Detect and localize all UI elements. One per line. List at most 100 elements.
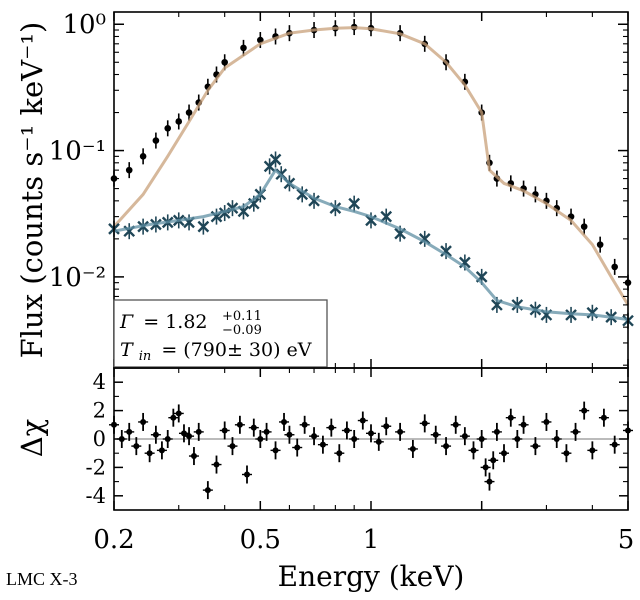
spectrum-panel: 10⁰ 10⁻¹ 10⁻² Flux (counts s⁻¹ keV⁻¹) Γ = … [15,10,634,369]
residual-point [368,430,374,437]
data-point [240,44,247,52]
residual-point [294,444,301,451]
tin-subscript: in [139,349,152,364]
data-point [164,125,172,132]
residual-point [553,436,560,442]
spectrum-y-axis-label: Flux (counts s⁻¹ keV⁻¹) [15,22,49,359]
residual-point [186,433,193,440]
residual-y-tick-labels: 4 2 0 -2 -4 [86,370,106,508]
x-tick-label: 1 [363,525,380,555]
legend-box [113,299,328,368]
data-point [139,153,147,160]
residual-y-tick-label: 4 [93,370,106,394]
residual-point [600,414,607,421]
data-point-x [348,197,361,210]
gamma-value: = 1.82 [143,311,207,333]
residual-point [478,436,485,442]
residual-point [170,414,177,421]
x-tick-label: 0.2 [93,525,134,555]
residual-point [204,487,211,494]
data-point [175,118,183,125]
y-tick-label: 10⁰ [62,10,106,40]
residual-point [375,438,382,445]
residual-point [140,418,147,425]
data-point-x [380,210,393,223]
gamma-annotation: Γ = 1.82 [119,311,208,333]
residual-point [443,443,450,450]
residual-point [514,436,521,442]
residual-point [263,428,270,435]
data-point [221,58,228,66]
data-point-x [440,245,452,257]
residual-point [286,431,293,438]
gamma-lower-error: −0.09 [222,323,262,338]
data-point [185,109,193,116]
residual-point [257,436,264,442]
residual-y-tick-label: 0 [93,427,106,451]
residual-point [520,421,527,428]
tin-annotation: T in = (790± 30) eV [120,339,312,365]
residual-point [581,407,588,414]
y-tick-label: 10⁻² [49,263,106,293]
residual-point [421,420,428,427]
residual-point [146,450,153,457]
residual-point [319,441,326,448]
residual-point [301,421,308,428]
figure-source-label: LMC X-3 [6,569,78,589]
residual-point [532,443,539,450]
data-point [611,263,618,271]
residual-point [180,430,187,437]
residual-point [272,447,279,454]
residual-point [486,478,493,485]
data-point [580,223,588,230]
residual-point [572,428,579,435]
residual-point [589,447,596,454]
residual-point [190,453,197,460]
residual-point [461,433,468,440]
residual-point [328,424,335,431]
data-point [125,166,133,174]
fit-parameter-legend: Γ = 1.82 +0.11 −0.09 T in = (790± 30) eV [113,299,328,368]
residual-point [452,421,459,428]
residual-point [383,423,390,430]
residual-y-tick-label: 2 [93,399,106,423]
residual-point [501,450,508,457]
data-point-x [197,220,210,233]
x-tick-label: 0.5 [240,525,281,555]
gamma-upper-error: +0.11 [222,309,262,324]
residual-point [164,436,171,442]
residual-point [482,464,489,471]
residual-point [493,428,500,435]
x-axis-label: Energy (keV) [278,560,465,593]
residual-y-axis-label: Δχ [15,419,49,458]
residual-point [311,433,318,440]
residual-plot-area [109,401,633,500]
residual-point [543,418,550,425]
residual-point [213,461,220,468]
residual-ticks [113,368,629,510]
tin-symbol: T [120,339,134,361]
residual-y-tick-label: -4 [86,484,106,508]
residual-point [221,427,228,434]
residual-point [126,428,133,435]
residual-point [236,421,243,428]
residual-point [158,447,165,454]
residual-point [359,417,366,424]
data-point-x [269,153,282,166]
residual-point [611,441,618,448]
model-line-1 [112,26,630,306]
tin-value: = (790± 30) eV [161,339,311,361]
residual-point [409,445,416,452]
residual-y-tick-label: -2 [86,455,106,479]
residual-point [281,418,288,425]
residual-point [250,424,257,431]
residual-point [152,431,159,438]
residual-point [507,414,514,421]
residual-point [175,410,182,417]
residual-point [351,436,358,442]
residual-point [195,428,202,435]
x-tick-labels: 0.2 0.5 1 5 [93,525,634,555]
data-point [596,241,604,248]
residual-point [133,443,140,450]
